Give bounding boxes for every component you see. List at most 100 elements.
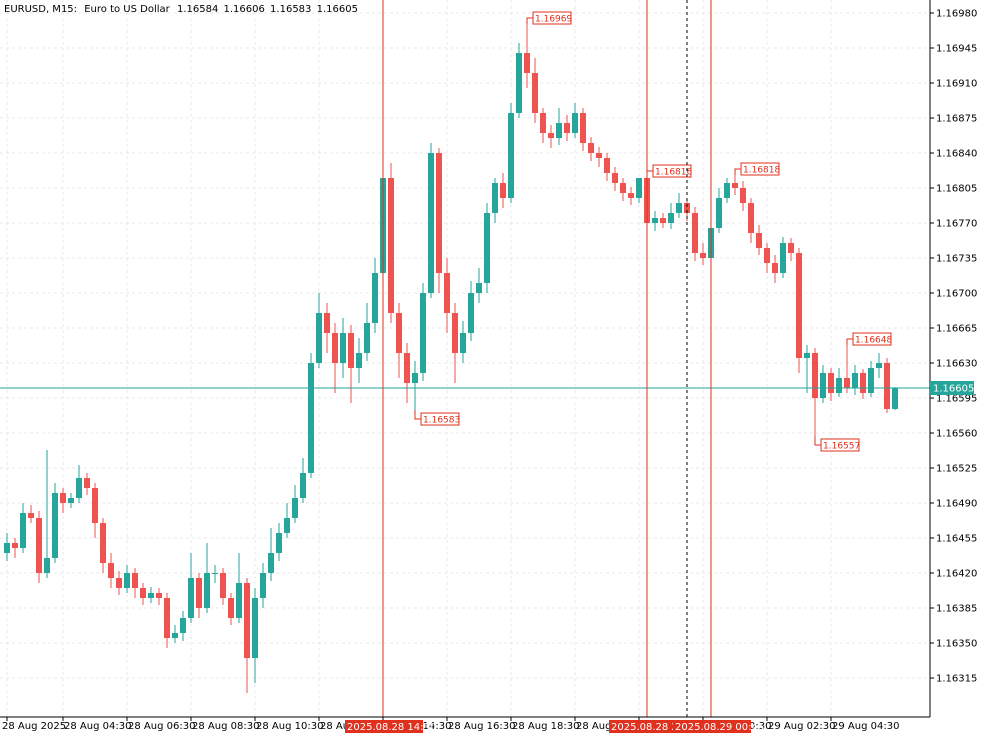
annotation-box <box>652 164 692 178</box>
candle-body <box>348 333 354 368</box>
candle-body <box>36 518 42 573</box>
candle-body <box>204 573 210 608</box>
candle-body <box>676 203 682 213</box>
candle-body <box>556 123 562 138</box>
candle-body <box>636 178 642 198</box>
candle-body <box>732 183 738 188</box>
candle-body <box>332 333 338 363</box>
annotation-label: 1.16557 <box>823 442 860 452</box>
header: EURUSD, M15: Euro to US Dollar 1.16584 1… <box>4 4 358 15</box>
candle-body <box>828 373 834 393</box>
candle-body <box>388 178 394 313</box>
candle-body <box>212 573 218 574</box>
candle-body <box>868 368 874 393</box>
ohlc-close: 1.16605 <box>317 4 358 15</box>
vertical-line-label-box <box>609 720 687 733</box>
y-tick-label: 1.16910 <box>936 79 977 90</box>
x-tick-label: 28 Aug 10:30 <box>256 721 323 732</box>
candle-body <box>236 583 242 618</box>
candle-body <box>484 213 490 283</box>
annotation-leader <box>526 17 533 24</box>
candle-body <box>580 113 586 143</box>
candle-body <box>468 293 474 333</box>
candle-body <box>276 533 282 553</box>
ohlc-open: 1.16584 <box>177 4 218 15</box>
candle-body <box>420 293 426 373</box>
vertical-line-label-box <box>345 720 423 733</box>
candle-body <box>4 543 10 553</box>
candle-body <box>628 193 634 198</box>
candle-body <box>772 263 778 273</box>
candle-body <box>588 143 594 153</box>
candle-body <box>252 598 258 658</box>
annotation-box <box>740 162 780 176</box>
candle-body <box>852 373 858 388</box>
candle-body <box>812 353 818 398</box>
vertical-line-label-box <box>673 720 751 733</box>
candle-body <box>268 553 274 573</box>
candle-body <box>100 523 106 563</box>
candle-body <box>68 498 74 503</box>
price-label-box <box>930 381 974 395</box>
candle-body <box>364 323 370 353</box>
annotation-label: 1.16818 <box>743 166 780 176</box>
candle-body <box>436 153 442 273</box>
candle-body <box>724 183 730 198</box>
y-tick-label: 1.16700 <box>936 289 977 300</box>
x-tick-label: 29 Aug 02:30 <box>768 721 835 732</box>
candle-body <box>604 158 610 173</box>
candle-body <box>28 513 34 518</box>
candle-body <box>340 333 346 363</box>
y-tick-label: 1.16980 <box>936 9 977 20</box>
candle-body <box>156 593 162 598</box>
candle-body <box>324 313 330 333</box>
candle-body <box>60 493 66 503</box>
candle-body <box>124 573 130 588</box>
y-tick-label: 1.16525 <box>936 464 977 475</box>
description: Euro to US Dollar <box>84 4 170 15</box>
candle-body <box>356 353 362 368</box>
candle-body <box>308 363 314 473</box>
y-tick-label: 1.16735 <box>936 254 977 265</box>
candle-body <box>500 183 506 198</box>
candle-body <box>404 353 410 383</box>
annotation-label: 1.16816 <box>655 168 692 178</box>
candle-body <box>716 198 722 228</box>
candle-body <box>52 493 58 558</box>
annotation-box <box>532 11 572 25</box>
annotation-label: 1.16648 <box>855 336 892 346</box>
candle-body <box>668 213 674 223</box>
candle-body <box>244 583 250 658</box>
candle-body <box>700 253 706 258</box>
annotation-leader <box>846 338 853 345</box>
candle-body <box>524 53 530 73</box>
annotation-box <box>852 332 892 346</box>
price-label: 1.16605 <box>933 384 974 395</box>
candle-body <box>564 123 570 133</box>
candle-body <box>444 273 450 313</box>
candle-body <box>148 593 154 598</box>
candle-body <box>284 518 290 533</box>
x-tick-label: 29 Aug 04:30 <box>832 721 899 732</box>
y-tick-label: 1.16945 <box>936 44 977 55</box>
candle-body <box>12 543 18 548</box>
annotation-leader <box>734 168 741 175</box>
candle-body <box>884 363 890 409</box>
candle-body <box>876 363 882 368</box>
candle-body <box>780 243 786 273</box>
y-tick-label: 1.16490 <box>936 499 977 510</box>
candle-body <box>44 558 50 573</box>
x-tick-label: 28 Aug 08:30 <box>192 721 259 732</box>
candle-body <box>572 113 578 133</box>
candle-body <box>300 473 306 498</box>
candle-body <box>228 598 234 618</box>
candle-body <box>20 513 26 548</box>
x-tick-label: 28 Aug 16:30 <box>448 721 515 732</box>
ohlc-low: 1.16583 <box>270 4 311 15</box>
candle-body <box>788 243 794 253</box>
y-tick-label: 1.16665 <box>936 324 977 335</box>
candle-body <box>492 183 498 213</box>
